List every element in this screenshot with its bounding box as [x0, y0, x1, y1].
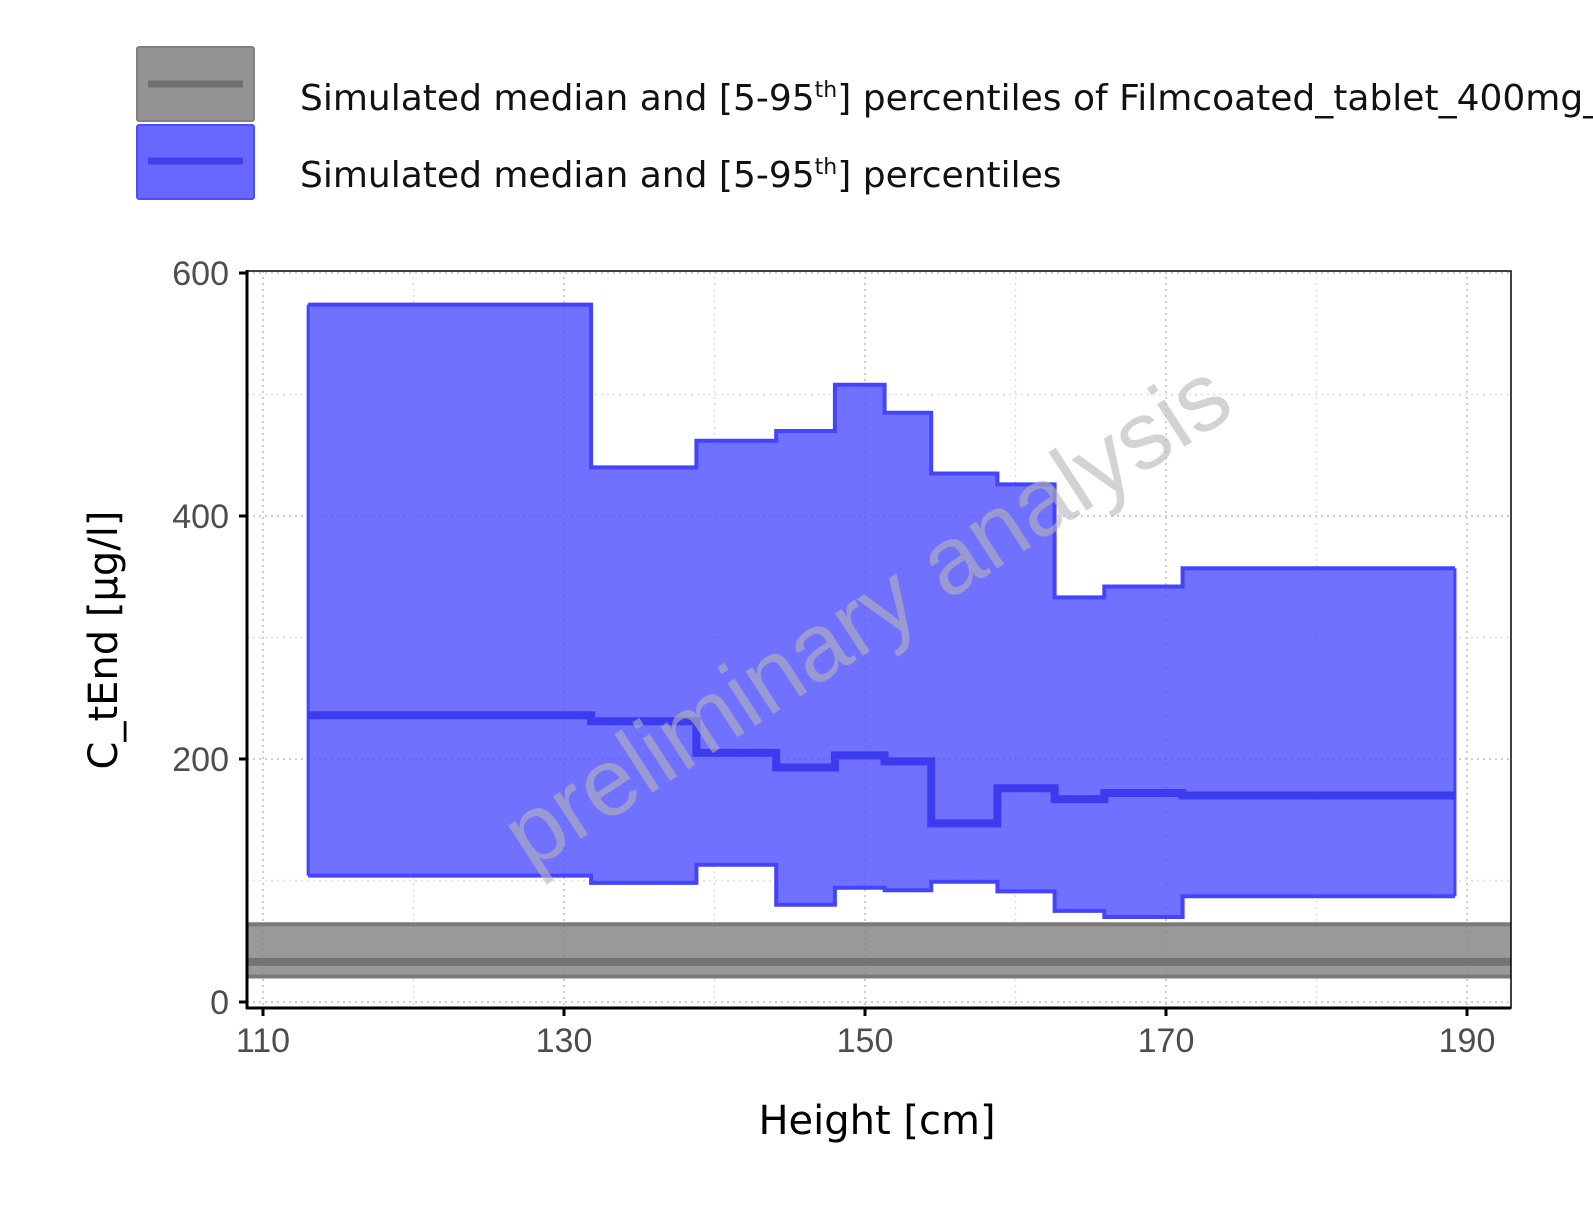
x-tick-label: 110 — [236, 1022, 290, 1060]
data-layer — [247, 302, 1511, 979]
reference-band — [247, 924, 1511, 977]
y-axis-title: C_tEnd [µg/l] — [81, 511, 127, 770]
simulated-ribbon-5-95 — [308, 304, 1456, 918]
x-axis-title: Height [cm] — [758, 1098, 995, 1144]
x-tick-label: 150 — [837, 1022, 894, 1060]
legend-label-simulated: Simulated median and [5-95th] percentile… — [300, 155, 1062, 196]
y-tick-label: 200 — [172, 741, 229, 779]
x-tick-label: 130 — [536, 1022, 593, 1060]
legend-label-reference-sup: th — [815, 78, 838, 103]
y-tick-label: 0 — [210, 984, 229, 1022]
ticks: 110 130 150 170 190 0 200 400 600 — [172, 255, 1495, 1060]
legend-item-reference[interactable]: Simulated median and [5-95th] percentile… — [136, 46, 1593, 122]
legend-label-simulated-sup: th — [815, 155, 838, 180]
legend-label-reference: Simulated median and [5-95th] percentile… — [300, 78, 1593, 119]
plot-area: preliminary analysis 110 130 150 170 1900200… — [172, 255, 1512, 1060]
legend-item-simulated[interactable]: Simulated median and [5-95th] percentile… — [136, 124, 1062, 200]
simulated-median-line — [308, 711, 1455, 828]
legend-label-reference-post: ] percentiles of Filmcoated_tablet_400mg… — [837, 78, 1593, 119]
x-tick-label: 170 — [1138, 1022, 1195, 1060]
simulated-p95-line — [308, 302, 1455, 600]
legend: Simulated median and [5-95th] percentile… — [136, 46, 1593, 200]
legend-label-simulated-pre: Simulated median and [5-95 — [300, 155, 815, 196]
y-tick-label: 600 — [172, 255, 229, 293]
legend-label-simulated-post: ] percentiles — [837, 155, 1061, 196]
y-tick-label: 400 — [172, 498, 229, 536]
x-tick-label: 190 — [1439, 1022, 1496, 1060]
legend-label-reference-pre: Simulated median and [5-95 — [300, 78, 815, 119]
simulated-p5-line — [308, 862, 1455, 919]
